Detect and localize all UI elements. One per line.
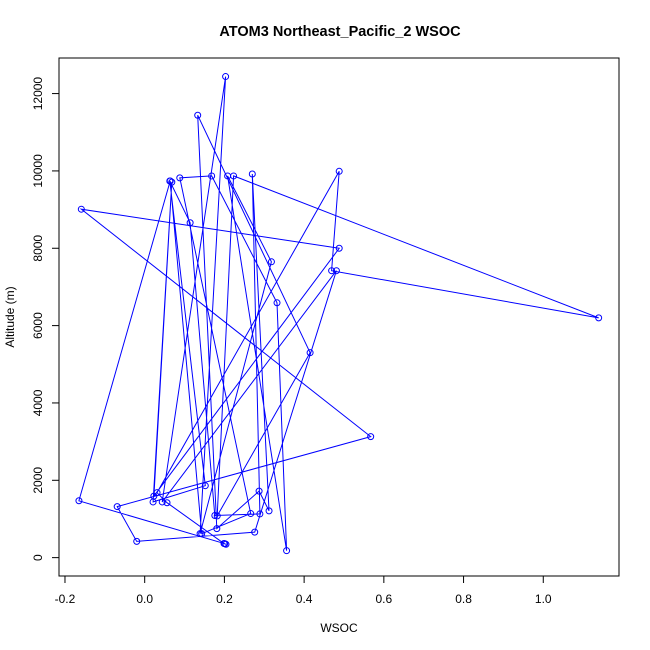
data-point	[265, 507, 273, 515]
data-point	[267, 258, 275, 266]
data-point	[222, 73, 230, 81]
chart-title: ATOM3 Northeast_Pacific_2 WSOC	[219, 24, 461, 40]
data-point	[595, 314, 603, 322]
data-point	[163, 499, 171, 507]
y-tick-label: 6000	[31, 312, 45, 339]
data-point	[176, 174, 184, 182]
y-tick-label: 0	[31, 554, 45, 561]
data-point	[367, 433, 375, 441]
data-point	[328, 267, 336, 275]
x-tick-label: 0.0	[136, 592, 153, 606]
data-point	[335, 167, 343, 175]
data-point	[150, 492, 158, 500]
data-point	[221, 540, 229, 548]
data-point	[158, 498, 166, 506]
y-tick-label: 10000	[31, 154, 45, 188]
data-point	[113, 503, 121, 511]
data-point	[213, 512, 221, 520]
data-point	[208, 172, 216, 180]
data-point	[77, 205, 85, 213]
data-point	[186, 219, 194, 227]
x-axis-label: WSOC	[320, 621, 358, 635]
data-point	[283, 547, 291, 555]
x-tick-label: 0.2	[216, 592, 233, 606]
data-point	[166, 177, 174, 185]
data-point	[251, 528, 259, 536]
series-line	[78, 76, 599, 551]
plot-frame	[58, 57, 620, 577]
y-axis: 0 2000 4000 6000 8000 10000 12000	[31, 77, 60, 561]
data-point	[75, 497, 83, 505]
data-point	[256, 510, 264, 518]
x-tick-label: 0.8	[455, 592, 472, 606]
data-point	[273, 299, 281, 307]
data-point	[194, 111, 202, 119]
data-point	[306, 349, 314, 357]
y-tick-label: 8000	[31, 235, 45, 262]
x-tick-label: 1.0	[535, 592, 552, 606]
x-tick-label: 0.4	[296, 592, 313, 606]
data-point	[201, 482, 209, 490]
y-axis-label: Altitude (m)	[3, 286, 17, 347]
data-point	[213, 525, 221, 533]
data-point	[332, 267, 340, 275]
y-tick-label: 2000	[31, 467, 45, 494]
data-point	[247, 510, 255, 518]
data-point	[198, 530, 206, 538]
data-point	[335, 244, 343, 252]
x-tick-label: 0.6	[375, 592, 392, 606]
y-tick-label: 12000	[31, 77, 45, 111]
series-layer	[75, 73, 603, 555]
data-point	[224, 172, 232, 180]
data-point	[168, 178, 176, 186]
y-tick-label: 4000	[31, 389, 45, 416]
data-point	[211, 511, 219, 519]
data-point	[255, 487, 263, 495]
data-point	[133, 537, 141, 545]
x-tick-label: -0.2	[55, 592, 76, 606]
x-axis: -0.2 0.0 0.2 0.4 0.6 0.8 1.0	[55, 575, 552, 606]
data-point	[248, 170, 256, 178]
